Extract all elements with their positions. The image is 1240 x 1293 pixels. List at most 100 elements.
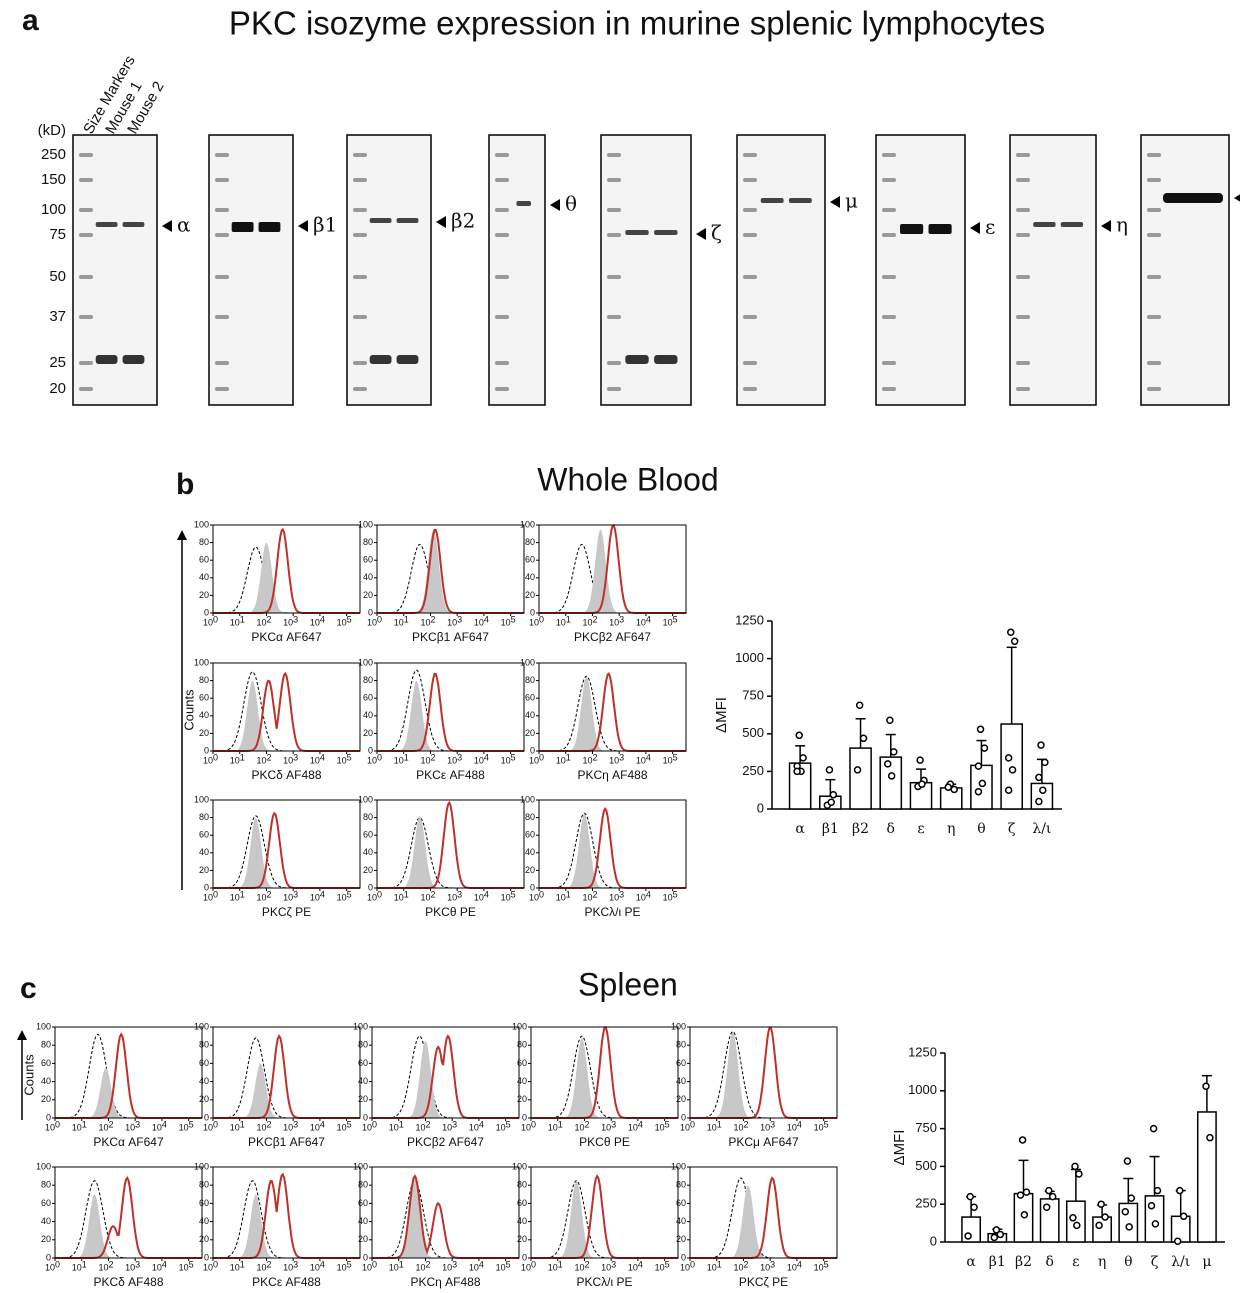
y-tick-label: 40 [358, 1216, 368, 1226]
x-tick-label: 10 [256, 755, 266, 765]
x-tick-exponent: 3 [457, 614, 462, 624]
x-tick-label: 10 [496, 1122, 506, 1132]
x-tick-label: 10 [663, 755, 673, 765]
y-tick-label: 20 [525, 865, 535, 875]
y-tick-label: 100 [358, 794, 373, 804]
x-tick-label: 10 [680, 1122, 690, 1132]
x-tick-exponent: 4 [320, 752, 325, 762]
x-tick-label: 10 [72, 1262, 82, 1272]
data-point [997, 1231, 1003, 1237]
ladder-band [607, 208, 621, 212]
x-tick-label: η [947, 821, 955, 837]
x-axis-label: PKCε AF488 [252, 1275, 321, 1289]
ladder-band [882, 275, 896, 279]
x-tick-exponent: 0 [213, 1119, 218, 1129]
ladder-band [607, 275, 621, 279]
y-tick-label: 40 [41, 1216, 51, 1226]
data-point [1124, 1158, 1130, 1164]
y-tick-label: 0 [363, 1112, 368, 1122]
ladder-band [79, 361, 93, 365]
y-tick-label: 0 [368, 607, 373, 617]
x-tick-exponent: 1 [566, 889, 571, 899]
y-tick-label: 60 [199, 830, 209, 840]
x-tick-label: 10 [367, 892, 377, 902]
figure: a PKC isozyme expression in murine splen… [0, 0, 1240, 1293]
x-tick-exponent: 0 [531, 1119, 536, 1129]
y-tick-label: 60 [363, 555, 373, 565]
histogram-curve [55, 1068, 202, 1118]
x-tick-label: 10 [337, 892, 347, 902]
x-tick-exponent: 4 [479, 1259, 484, 1269]
panel-label: c [20, 972, 37, 1005]
x-tick-label: β2 [852, 821, 869, 837]
y-tick-label: 0 [522, 1252, 527, 1262]
protein-band [900, 224, 923, 234]
x-tick-exponent: 5 [347, 889, 352, 899]
x-tick-label: 10 [415, 1122, 425, 1132]
x-tick-label: 10 [787, 1262, 797, 1272]
y-tick-label: 0 [522, 1112, 527, 1122]
isozyme-label: θ [565, 192, 577, 216]
marker-label: 25 [49, 354, 66, 371]
isozyme-label: μ [845, 189, 858, 213]
x-tick-label: 10 [814, 1262, 824, 1272]
data-point [889, 773, 895, 779]
x-tick-exponent: 2 [430, 752, 435, 762]
isozyme-label: η [1116, 213, 1128, 237]
data-point [1006, 755, 1012, 761]
y-tick-label: 60 [517, 1198, 527, 1208]
x-axis-label: PKCθ PE [425, 905, 476, 919]
data-point [1050, 1194, 1056, 1200]
x-tick-label: 10 [636, 617, 646, 627]
x-tick-exponent: 3 [293, 1259, 298, 1269]
y-tick-label: 100 [358, 519, 373, 529]
x-axis-label: PKCζ PE [262, 905, 311, 919]
marker-label: 75 [49, 226, 66, 243]
x-tick-label: 10 [152, 1262, 162, 1272]
y-tick-label: 750 [742, 688, 764, 703]
ladder-band [353, 361, 367, 365]
x-tick-label: μ [1202, 1254, 1211, 1270]
data-point [1076, 1171, 1082, 1177]
x-tick-exponent: 4 [638, 1259, 643, 1269]
ladder-band [79, 387, 93, 391]
x-tick-label: ε [1072, 1254, 1079, 1270]
y-axis-label: ΔMFI [891, 1130, 908, 1166]
x-tick-exponent: 1 [717, 1119, 722, 1129]
plot-frame [213, 1027, 360, 1118]
ladder-band [1016, 361, 1030, 365]
y-tick-label: 60 [358, 1058, 368, 1068]
histogram-curve [690, 1186, 837, 1258]
y-tick-label: 100 [520, 657, 535, 667]
y-tick-label: 0 [368, 745, 373, 755]
y-tick-label: 80 [358, 1040, 368, 1050]
y-tick-label: 20 [363, 865, 373, 875]
x-tick-exponent: 5 [347, 1259, 352, 1269]
y-tick-label: 20 [676, 1094, 686, 1104]
ladder-band [495, 233, 509, 237]
x-tick-label: 10 [447, 892, 457, 902]
x-tick-label: 10 [230, 617, 240, 627]
x-tick-label: 10 [469, 1262, 479, 1272]
x-tick-exponent: 5 [511, 614, 516, 624]
ladder-band [79, 315, 93, 319]
ladder-band [353, 233, 367, 237]
histogram-curve [531, 1027, 678, 1118]
x-tick-exponent: 4 [638, 1119, 643, 1129]
x-tick-label: 10 [529, 755, 539, 765]
x-tick-label: 10 [203, 892, 213, 902]
y-tick-label: 40 [517, 1216, 527, 1226]
ladder-band [1147, 387, 1161, 391]
ladder-band [353, 178, 367, 182]
x-tick-label: β1 [989, 1254, 1006, 1270]
data-point [1040, 787, 1046, 793]
x-tick-label: 10 [310, 892, 320, 902]
bar [971, 765, 992, 809]
y-tick-label: 80 [199, 1040, 209, 1050]
y-tick-label: 40 [358, 1076, 368, 1086]
protein-band [370, 218, 392, 223]
y-tick-label: 0 [204, 607, 209, 617]
data-point [1021, 1212, 1027, 1218]
y-tick-label: 20 [517, 1234, 527, 1244]
y-tick-label: 40 [517, 1076, 527, 1086]
